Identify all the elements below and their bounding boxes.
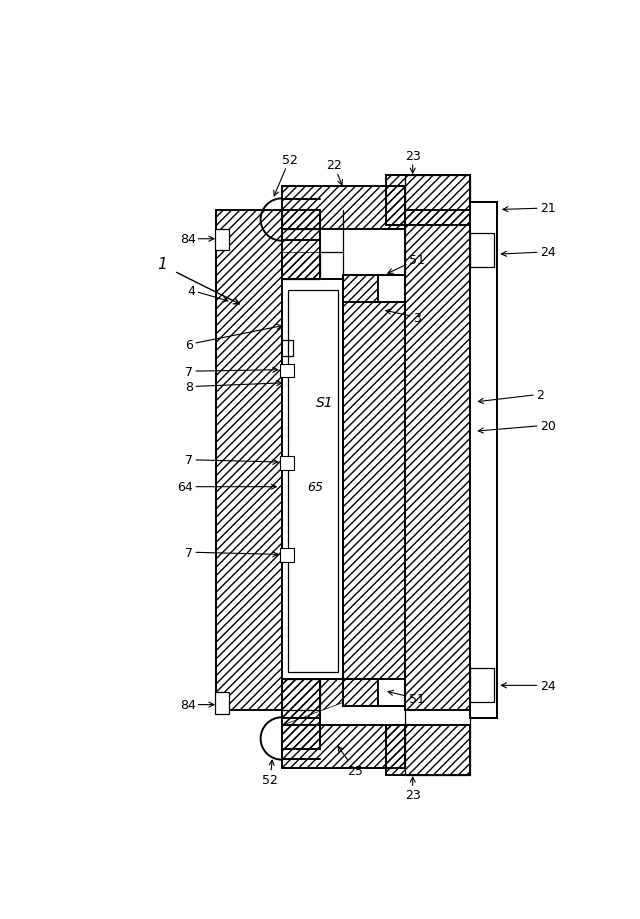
Text: 24: 24 bbox=[501, 246, 556, 259]
Bar bbox=[386, 726, 470, 776]
Bar bbox=[215, 693, 228, 714]
Bar bbox=[344, 276, 378, 302]
Text: 84: 84 bbox=[180, 233, 214, 246]
Text: 22: 22 bbox=[326, 159, 342, 186]
Text: 4: 4 bbox=[188, 285, 228, 302]
Bar bbox=[280, 364, 294, 378]
Text: 7: 7 bbox=[185, 546, 278, 559]
Bar bbox=[386, 176, 470, 226]
Text: 64: 64 bbox=[177, 481, 276, 494]
Bar bbox=[216, 210, 282, 710]
Text: 20: 20 bbox=[478, 419, 556, 434]
Text: S1: S1 bbox=[316, 395, 333, 410]
Bar bbox=[282, 210, 320, 279]
Text: 52: 52 bbox=[262, 760, 278, 786]
Bar bbox=[470, 202, 497, 718]
Bar bbox=[288, 291, 338, 672]
Bar bbox=[470, 668, 493, 702]
Bar bbox=[344, 276, 405, 302]
Bar bbox=[280, 549, 294, 562]
Text: 7: 7 bbox=[185, 365, 278, 379]
Bar bbox=[378, 276, 405, 302]
Text: 8: 8 bbox=[185, 380, 282, 393]
Text: 84: 84 bbox=[180, 698, 214, 711]
Text: 6: 6 bbox=[186, 325, 282, 351]
Text: 52: 52 bbox=[274, 153, 298, 197]
Bar bbox=[470, 233, 493, 268]
Text: 51: 51 bbox=[388, 254, 425, 274]
Bar bbox=[282, 679, 320, 749]
Text: 23: 23 bbox=[405, 150, 420, 174]
Text: 7: 7 bbox=[185, 454, 278, 467]
Bar bbox=[378, 679, 405, 707]
Bar bbox=[282, 187, 405, 230]
Bar bbox=[344, 679, 378, 707]
Text: 21: 21 bbox=[503, 202, 556, 215]
Bar bbox=[282, 279, 344, 679]
Text: 24: 24 bbox=[501, 679, 556, 692]
Text: 25: 25 bbox=[338, 746, 363, 777]
Text: 3: 3 bbox=[386, 310, 420, 324]
Bar bbox=[282, 726, 405, 768]
Bar bbox=[280, 457, 294, 471]
Text: 65: 65 bbox=[307, 481, 323, 494]
Text: 51: 51 bbox=[388, 691, 425, 705]
Text: 23: 23 bbox=[405, 777, 420, 801]
Text: 1: 1 bbox=[157, 256, 167, 272]
Text: 2: 2 bbox=[478, 389, 544, 404]
Bar bbox=[215, 230, 228, 251]
Bar bbox=[405, 210, 470, 710]
Bar bbox=[344, 302, 405, 679]
Bar bbox=[344, 679, 405, 707]
